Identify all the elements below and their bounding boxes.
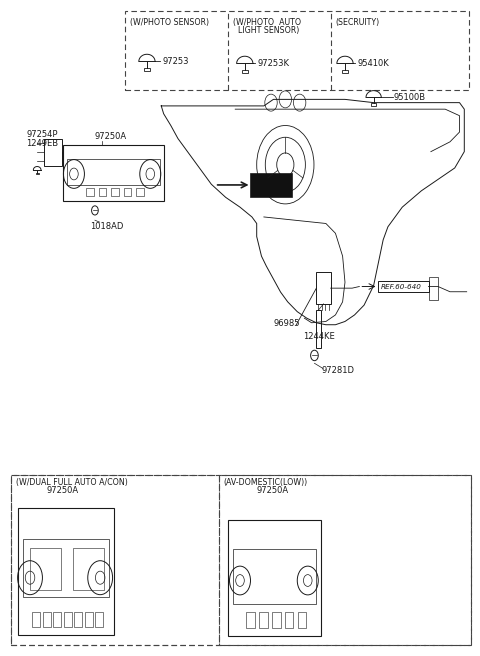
Text: 97250A: 97250A — [95, 131, 127, 140]
Text: 96985: 96985 — [274, 319, 300, 328]
Text: 97253K: 97253K — [258, 59, 289, 68]
Text: (W/DUAL FULL AUTO A/CON): (W/DUAL FULL AUTO A/CON) — [16, 478, 128, 487]
Text: 95100B: 95100B — [394, 93, 426, 102]
Text: 95410K: 95410K — [358, 59, 390, 68]
Text: 1249EB: 1249EB — [26, 138, 59, 148]
Text: 97253: 97253 — [162, 57, 189, 66]
Text: 97250A: 97250A — [47, 486, 79, 495]
Text: (SECRUITY): (SECRUITY) — [336, 18, 380, 27]
Text: 97281D: 97281D — [321, 366, 354, 375]
Polygon shape — [251, 173, 292, 197]
Text: 1244KE: 1244KE — [303, 332, 335, 341]
Text: 97254P: 97254P — [26, 130, 58, 139]
Text: REF.60-640: REF.60-640 — [380, 283, 421, 289]
Text: (W/PHOTO  AUTO: (W/PHOTO AUTO — [233, 18, 301, 27]
Text: 1018AD: 1018AD — [90, 222, 123, 231]
Text: 97250A: 97250A — [257, 486, 289, 495]
Text: (AV-DOMESTIC(LOW)): (AV-DOMESTIC(LOW)) — [223, 478, 307, 487]
Text: LIGHT SENSOR): LIGHT SENSOR) — [233, 26, 299, 35]
Text: (W/PHOTO SENSOR): (W/PHOTO SENSOR) — [130, 18, 209, 27]
